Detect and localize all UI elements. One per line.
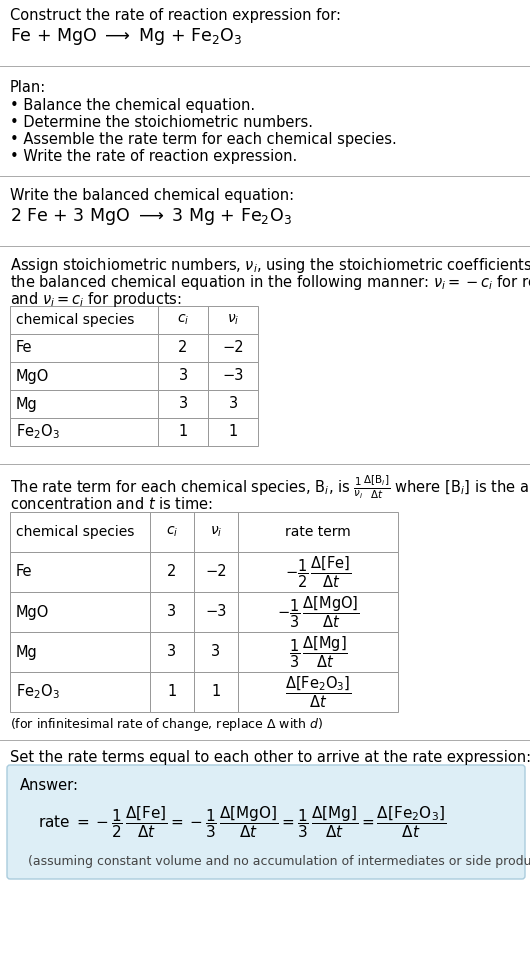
- Text: $\dfrac{1}{3}\,\dfrac{\Delta[\mathrm{Mg}]}{\Delta t}$: $\dfrac{1}{3}\,\dfrac{\Delta[\mathrm{Mg}…: [289, 634, 347, 670]
- Text: (for infinitesimal rate of change, replace $\Delta$ with $d$): (for infinitesimal rate of change, repla…: [10, 716, 323, 733]
- Text: $\dfrac{\Delta[\mathrm{Fe_2O_3}]}{\Delta t}$: $\dfrac{\Delta[\mathrm{Fe_2O_3}]}{\Delta…: [285, 675, 351, 710]
- Text: 1: 1: [228, 425, 237, 439]
- Text: 2: 2: [167, 565, 176, 579]
- Bar: [194, 552, 238, 592]
- Text: $\nu_i$: $\nu_i$: [210, 525, 222, 539]
- Text: The rate term for each chemical species, B$_i$, is $\frac{1}{\nu_i}\frac{\Delta[: The rate term for each chemical species,…: [10, 474, 530, 502]
- Text: 3: 3: [179, 397, 188, 411]
- FancyBboxPatch shape: [7, 765, 525, 879]
- Bar: [194, 632, 238, 672]
- Text: Write the balanced chemical equation:: Write the balanced chemical equation:: [10, 188, 294, 203]
- Text: −3: −3: [205, 605, 227, 619]
- Text: −3: −3: [222, 368, 244, 384]
- Text: MgO: MgO: [16, 368, 49, 384]
- Bar: [158, 390, 208, 418]
- Text: • Balance the chemical equation.: • Balance the chemical equation.: [10, 98, 255, 113]
- Text: Fe$_2$O$_3$: Fe$_2$O$_3$: [16, 423, 60, 441]
- Text: Fe: Fe: [16, 340, 32, 356]
- Text: rate $= -\dfrac{1}{2}\,\dfrac{\Delta[\mathrm{Fe}]}{\Delta t} = -\dfrac{1}{3}\,\d: rate $= -\dfrac{1}{2}\,\dfrac{\Delta[\ma…: [38, 804, 446, 840]
- Text: −2: −2: [222, 340, 244, 356]
- Bar: [10, 306, 158, 334]
- Text: rate term: rate term: [285, 525, 351, 539]
- Text: 3: 3: [167, 605, 176, 619]
- Text: • Write the rate of reaction expression.: • Write the rate of reaction expression.: [10, 149, 297, 164]
- Bar: [150, 512, 194, 552]
- Text: 3: 3: [167, 644, 176, 659]
- Text: $c_i$: $c_i$: [177, 313, 189, 328]
- Text: 2 Fe + 3 MgO $\longrightarrow$ 3 Mg + Fe$_2$O$_3$: 2 Fe + 3 MgO $\longrightarrow$ 3 Mg + Fe…: [10, 206, 292, 227]
- Bar: [150, 592, 194, 632]
- Text: 3: 3: [211, 644, 220, 659]
- Bar: [10, 512, 150, 552]
- Text: chemical species: chemical species: [16, 525, 135, 539]
- Bar: [238, 592, 398, 632]
- Bar: [238, 672, 398, 712]
- Text: Fe$_2$O$_3$: Fe$_2$O$_3$: [16, 682, 60, 702]
- Bar: [10, 362, 158, 390]
- Text: 2: 2: [178, 340, 188, 356]
- Text: Fe: Fe: [16, 565, 32, 579]
- Text: 3: 3: [228, 397, 237, 411]
- Text: 1: 1: [211, 684, 220, 700]
- Bar: [10, 592, 150, 632]
- Bar: [238, 512, 398, 552]
- Bar: [10, 334, 158, 362]
- Text: $-\dfrac{1}{3}\,\dfrac{\Delta[\mathrm{MgO}]}{\Delta t}$: $-\dfrac{1}{3}\,\dfrac{\Delta[\mathrm{Mg…: [277, 594, 359, 630]
- Text: • Determine the stoichiometric numbers.: • Determine the stoichiometric numbers.: [10, 115, 313, 130]
- Bar: [194, 672, 238, 712]
- Text: Assign stoichiometric numbers, $\nu_i$, using the stoichiometric coefficients, $: Assign stoichiometric numbers, $\nu_i$, …: [10, 256, 530, 275]
- Text: Set the rate terms equal to each other to arrive at the rate expression:: Set the rate terms equal to each other t…: [10, 750, 530, 765]
- Text: chemical species: chemical species: [16, 313, 135, 327]
- Text: (assuming constant volume and no accumulation of intermediates or side products): (assuming constant volume and no accumul…: [28, 855, 530, 868]
- Text: 3: 3: [179, 368, 188, 384]
- Text: Plan:: Plan:: [10, 80, 46, 95]
- Text: 1: 1: [179, 425, 188, 439]
- Text: • Assemble the rate term for each chemical species.: • Assemble the rate term for each chemic…: [10, 132, 397, 147]
- Text: Mg: Mg: [16, 397, 38, 411]
- Text: concentration and $t$ is time:: concentration and $t$ is time:: [10, 496, 213, 512]
- Bar: [150, 672, 194, 712]
- Text: Answer:: Answer:: [20, 778, 79, 793]
- Text: 1: 1: [167, 684, 176, 700]
- Text: Fe + MgO $\longrightarrow$ Mg + Fe$_2$O$_3$: Fe + MgO $\longrightarrow$ Mg + Fe$_2$O$…: [10, 26, 242, 47]
- Bar: [10, 552, 150, 592]
- Text: $c_i$: $c_i$: [166, 525, 178, 539]
- Bar: [158, 418, 208, 446]
- Bar: [208, 390, 258, 418]
- Bar: [158, 334, 208, 362]
- Text: the balanced chemical equation in the following manner: $\nu_i = -c_i$ for react: the balanced chemical equation in the fo…: [10, 273, 530, 292]
- Bar: [150, 552, 194, 592]
- Bar: [208, 418, 258, 446]
- Bar: [208, 362, 258, 390]
- Bar: [150, 632, 194, 672]
- Bar: [194, 592, 238, 632]
- Text: MgO: MgO: [16, 605, 49, 619]
- Bar: [158, 306, 208, 334]
- Bar: [158, 362, 208, 390]
- Text: $-\dfrac{1}{2}\,\dfrac{\Delta[\mathrm{Fe}]}{\Delta t}$: $-\dfrac{1}{2}\,\dfrac{\Delta[\mathrm{Fe…: [285, 554, 351, 590]
- Text: Mg: Mg: [16, 644, 38, 659]
- Text: Construct the rate of reaction expression for:: Construct the rate of reaction expressio…: [10, 8, 341, 23]
- Bar: [208, 306, 258, 334]
- Text: $\nu_i$: $\nu_i$: [227, 313, 239, 328]
- Bar: [10, 632, 150, 672]
- Bar: [208, 334, 258, 362]
- Bar: [194, 512, 238, 552]
- Bar: [238, 552, 398, 592]
- Text: −2: −2: [205, 565, 227, 579]
- Bar: [10, 390, 158, 418]
- Bar: [10, 418, 158, 446]
- Bar: [10, 672, 150, 712]
- Text: and $\nu_i = c_i$ for products:: and $\nu_i = c_i$ for products:: [10, 290, 182, 309]
- Bar: [238, 632, 398, 672]
